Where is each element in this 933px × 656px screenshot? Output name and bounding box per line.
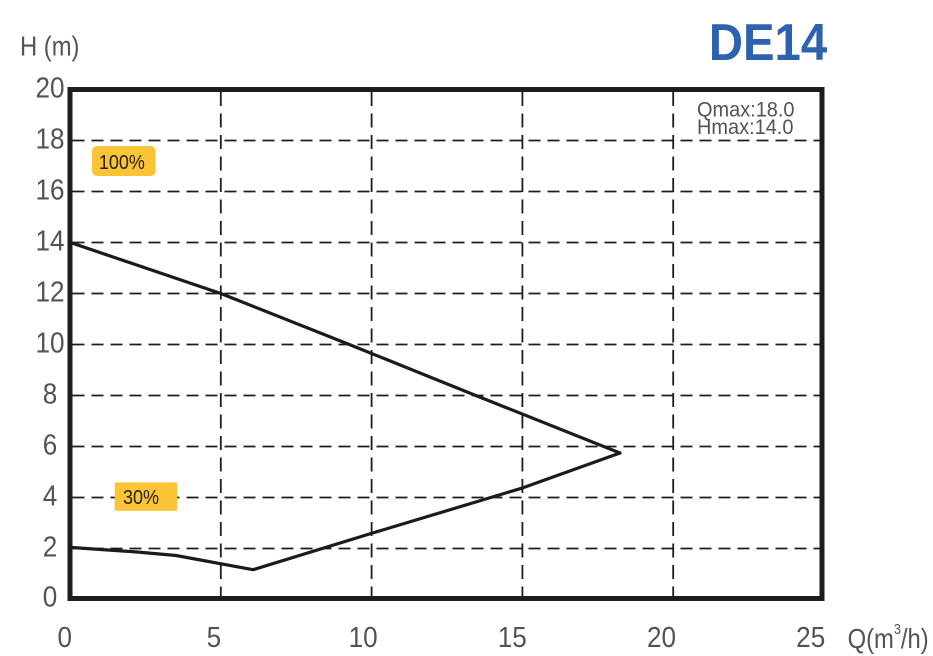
- svg-text:12: 12: [35, 275, 64, 308]
- svg-text:15: 15: [498, 621, 527, 654]
- svg-text:Qmax:18.0: Qmax:18.0: [697, 98, 795, 122]
- svg-text:100%: 100%: [99, 152, 145, 174]
- svg-text:20: 20: [647, 621, 676, 654]
- svg-text:5: 5: [207, 621, 222, 654]
- svg-text:Hmax:14.0: Hmax:14.0: [697, 116, 793, 140]
- svg-text:2: 2: [43, 530, 58, 563]
- svg-text:8: 8: [43, 377, 58, 410]
- svg-text:30%: 30%: [123, 487, 159, 509]
- svg-text:10: 10: [349, 621, 378, 654]
- svg-text:4: 4: [43, 479, 58, 512]
- svg-text:0: 0: [57, 621, 72, 654]
- svg-text:18: 18: [35, 122, 64, 155]
- svg-text:20: 20: [35, 71, 64, 104]
- svg-text:14: 14: [35, 224, 64, 257]
- svg-text:Q(m3/h): Q(m3/h): [848, 620, 929, 654]
- svg-text:DE14: DE14: [709, 13, 828, 72]
- svg-text:H (m): H (m): [20, 30, 79, 62]
- svg-text:25: 25: [796, 621, 825, 654]
- svg-text:10: 10: [35, 326, 64, 359]
- svg-text:0: 0: [43, 580, 58, 613]
- svg-text:16: 16: [35, 173, 64, 206]
- svg-text:6: 6: [43, 428, 58, 461]
